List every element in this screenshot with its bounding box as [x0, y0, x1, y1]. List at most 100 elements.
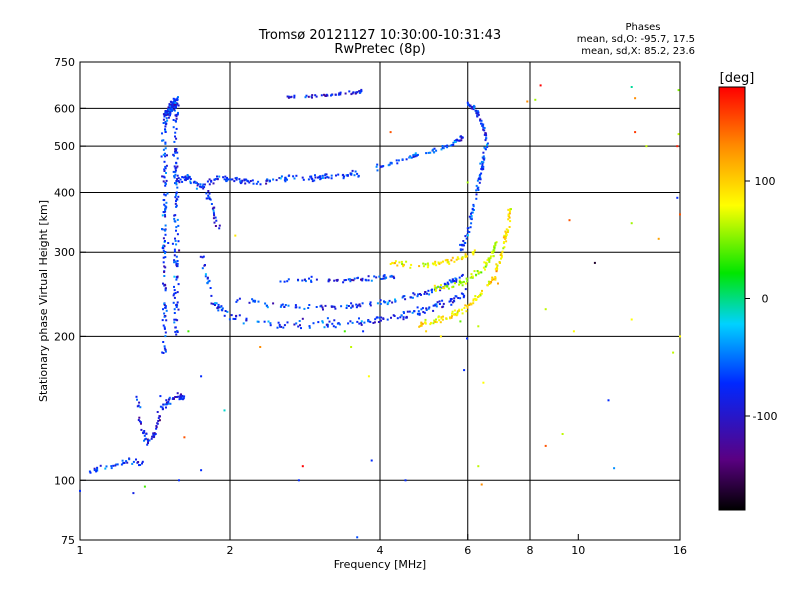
trace-point: [164, 306, 167, 309]
trace-point: [235, 178, 238, 181]
trace-point: [164, 266, 167, 269]
trace-point: [310, 175, 313, 178]
trace-point: [464, 253, 467, 256]
trace-point: [180, 397, 183, 400]
trace-point: [156, 411, 159, 413]
trace-point: [332, 305, 335, 308]
trace-point: [412, 155, 415, 158]
trace-point: [202, 187, 205, 190]
trace-point: [146, 443, 149, 446]
trace-point: [169, 112, 172, 115]
trace-point: [494, 242, 497, 245]
trace-point: [364, 278, 367, 281]
trace-point: [174, 396, 177, 398]
trace-point: [440, 317, 443, 320]
trace-point: [393, 315, 396, 317]
trace-point: [224, 175, 227, 178]
trace-point: [308, 277, 310, 280]
trace-point: [266, 306, 269, 309]
trace-point: [204, 273, 207, 276]
trace-point: [494, 244, 497, 247]
trace-point: [485, 264, 488, 267]
trace-point: [505, 228, 508, 231]
trace-point: [321, 320, 324, 323]
trace-point: [456, 313, 459, 316]
trace-point: [342, 173, 345, 176]
trace-point: [442, 315, 444, 318]
trace-point: [201, 256, 204, 259]
trace-point: [177, 111, 179, 114]
trace-point: [356, 320, 359, 323]
trace-point: [482, 151, 485, 154]
trace-point: [363, 321, 366, 324]
trace-point: [200, 186, 203, 189]
trace-point: [326, 94, 329, 97]
trace-point: [311, 96, 313, 99]
trace-point: [475, 193, 478, 196]
trace-point: [165, 179, 168, 182]
trace-point: [503, 241, 505, 244]
trace-point: [334, 326, 337, 329]
trace-point: [435, 289, 437, 292]
trace-point: [175, 180, 178, 182]
trace-point: [350, 302, 353, 305]
trace-point: [396, 317, 399, 320]
trace-point: [322, 308, 324, 311]
trace-point: [450, 144, 453, 147]
trace-point: [346, 174, 349, 177]
trace-point: [269, 324, 272, 327]
trace-point: [396, 264, 399, 267]
trace-point: [464, 304, 467, 307]
trace-point: [480, 119, 483, 122]
trace-point: [413, 310, 416, 313]
trace-point: [484, 268, 486, 271]
trace-point: [169, 103, 172, 106]
trace-point: [476, 112, 479, 115]
y-tick-label: 300: [54, 246, 75, 259]
trace-point: [325, 173, 328, 176]
trace-point: [462, 240, 465, 242]
trace-point: [175, 115, 178, 118]
trace-point: [375, 276, 378, 279]
trace-point: [164, 141, 167, 144]
trace-point: [360, 278, 362, 281]
trace-point: [312, 322, 315, 325]
trace-point: [412, 154, 415, 157]
trace-point: [246, 179, 249, 182]
trace-point: [461, 243, 463, 246]
trace-point: [431, 291, 433, 294]
trace-point: [293, 177, 296, 180]
trace-point: [462, 293, 465, 296]
trace-point: [470, 212, 472, 215]
trace-point: [369, 303, 372, 305]
trace-point: [454, 295, 457, 298]
trace-point: [238, 314, 241, 317]
scatter-point: [561, 433, 564, 435]
trace-point: [498, 261, 501, 264]
trace-point: [175, 333, 178, 336]
trace-point: [440, 261, 443, 264]
scatter-point: [297, 479, 300, 482]
trace-point: [482, 161, 485, 164]
trace-point: [125, 460, 128, 463]
trace-point: [450, 303, 453, 306]
trace-point: [318, 175, 321, 178]
trace-point: [448, 300, 451, 303]
trace-point: [204, 275, 207, 278]
trace-point: [442, 260, 444, 263]
trace-point: [349, 173, 352, 175]
trace-point: [168, 103, 171, 106]
trace-point: [459, 243, 462, 246]
trace-point: [181, 180, 184, 183]
trace-point: [155, 426, 158, 429]
trace-point: [466, 304, 469, 307]
scatter-point: [200, 469, 203, 472]
trace-point: [330, 174, 333, 177]
trace-point: [175, 117, 178, 120]
trace-point: [174, 292, 177, 294]
trace-point: [373, 275, 376, 278]
trace-point: [509, 210, 511, 213]
y-tick-label: 100: [54, 474, 75, 487]
trace-point: [226, 179, 229, 182]
trace-point: [446, 281, 449, 284]
